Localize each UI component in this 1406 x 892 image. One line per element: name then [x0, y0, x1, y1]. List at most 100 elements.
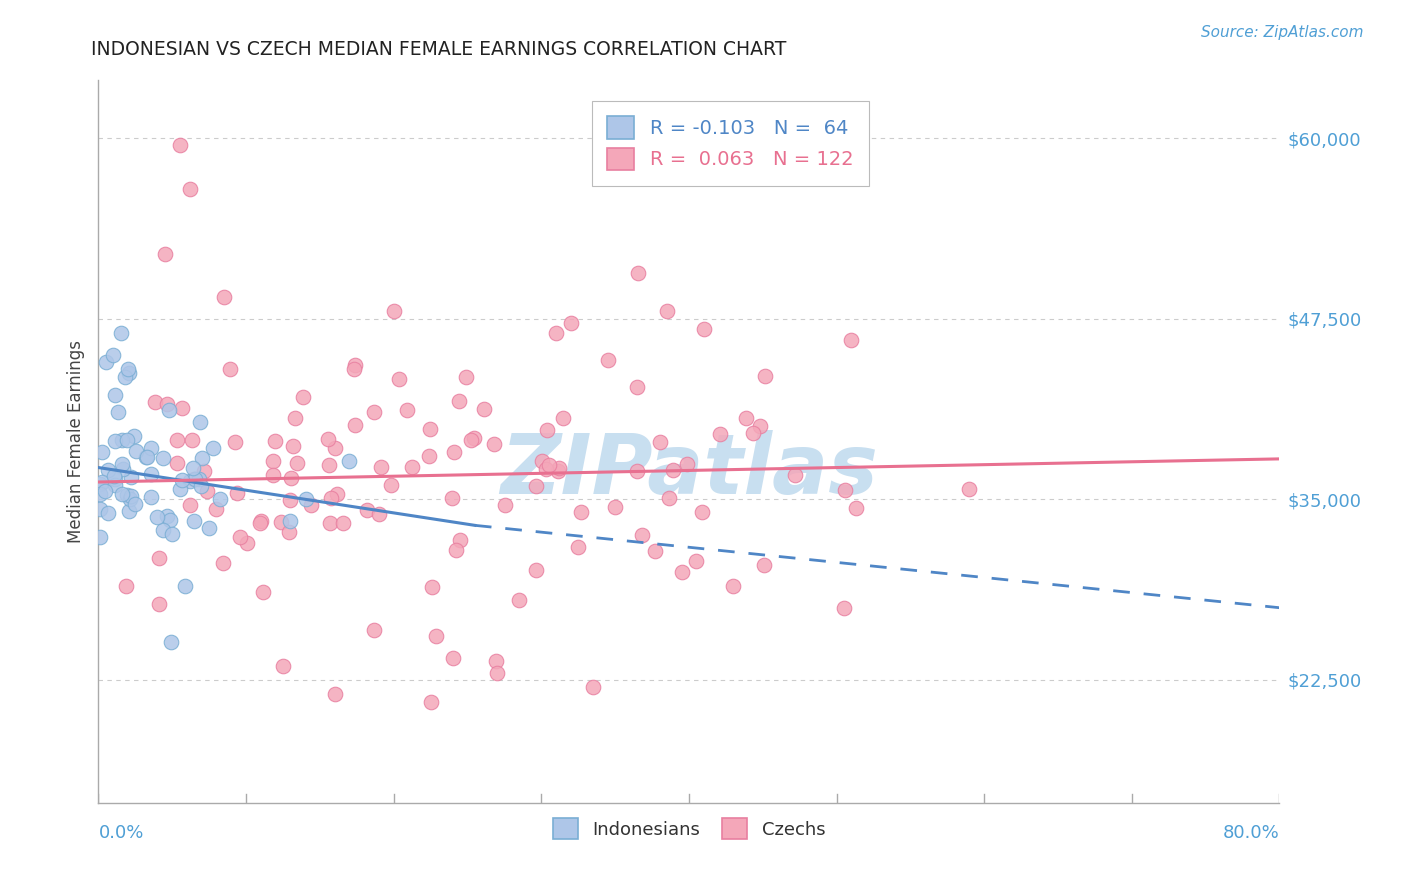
Point	[208, 491, 231, 506]
Point	[463, 432, 485, 446]
Point	[783, 467, 806, 482]
Point	[107, 405, 129, 419]
Point	[741, 426, 763, 441]
Point	[90, 475, 112, 489]
Point	[252, 585, 274, 599]
Point	[444, 543, 467, 558]
Point	[323, 441, 346, 455]
Point	[249, 516, 271, 530]
Point	[626, 464, 648, 478]
Point	[443, 444, 465, 458]
Point	[598, 353, 620, 368]
Point	[363, 405, 385, 419]
Point	[120, 489, 142, 503]
Point	[96, 506, 118, 520]
Point	[96, 462, 118, 476]
Point	[143, 395, 166, 409]
Point	[754, 368, 776, 383]
Point	[195, 483, 218, 498]
Point	[212, 556, 235, 570]
Point	[226, 485, 249, 500]
Point	[658, 491, 681, 506]
Point	[271, 658, 294, 673]
Point	[425, 630, 447, 644]
Point	[104, 478, 127, 492]
Point	[295, 491, 318, 506]
Point	[103, 348, 125, 362]
Point	[104, 472, 127, 486]
Point	[318, 433, 340, 447]
Point	[337, 454, 360, 468]
Point	[125, 443, 148, 458]
Point	[179, 474, 201, 488]
Point	[441, 651, 464, 665]
Point	[671, 565, 693, 579]
Point	[553, 411, 575, 425]
Point	[343, 418, 366, 433]
Point	[299, 498, 322, 512]
Point	[187, 472, 209, 486]
Point	[460, 434, 482, 448]
Point	[472, 402, 495, 417]
Point	[449, 533, 471, 547]
Point	[560, 316, 582, 330]
Point	[318, 458, 340, 472]
Point	[148, 597, 170, 611]
Point	[94, 355, 117, 369]
Point	[218, 361, 240, 376]
Point	[124, 428, 146, 442]
Point	[174, 579, 197, 593]
Point	[382, 304, 405, 318]
Point	[179, 498, 201, 512]
Point	[181, 461, 204, 475]
Text: ZIPatlas: ZIPatlas	[501, 430, 877, 511]
Point	[418, 450, 440, 464]
Point	[845, 500, 868, 515]
Point	[115, 434, 138, 448]
Point	[735, 410, 758, 425]
Point	[152, 524, 174, 538]
Point	[344, 358, 367, 372]
Point	[396, 403, 419, 417]
Point	[159, 635, 181, 649]
Point	[183, 514, 205, 528]
Point	[202, 442, 225, 456]
Point	[212, 290, 235, 304]
Point	[277, 525, 299, 540]
Point	[401, 459, 423, 474]
Point	[291, 390, 314, 404]
Point	[749, 418, 772, 433]
Point	[117, 362, 139, 376]
Point	[118, 492, 141, 507]
Point	[676, 457, 699, 471]
Point	[631, 528, 654, 542]
Point	[184, 472, 207, 486]
Point	[530, 454, 553, 468]
Point	[179, 181, 201, 195]
Point	[546, 326, 568, 340]
Point	[752, 558, 775, 573]
Point	[547, 460, 569, 475]
Point	[141, 442, 163, 456]
Point	[419, 695, 441, 709]
Point	[957, 482, 980, 496]
Point	[159, 513, 181, 527]
Point	[440, 491, 463, 506]
Point	[156, 509, 179, 524]
Text: 0.0%: 0.0%	[98, 824, 143, 842]
Point	[111, 457, 134, 471]
Point	[224, 434, 246, 449]
Point	[482, 437, 505, 451]
Point	[169, 482, 191, 496]
Point	[190, 479, 212, 493]
Point	[115, 579, 138, 593]
Point	[104, 434, 127, 448]
Point	[262, 454, 284, 468]
Point	[197, 521, 219, 535]
Point	[648, 435, 671, 450]
Point	[319, 491, 342, 505]
Point	[538, 458, 561, 472]
Point	[325, 487, 347, 501]
Point	[191, 450, 214, 465]
Point	[264, 434, 287, 448]
